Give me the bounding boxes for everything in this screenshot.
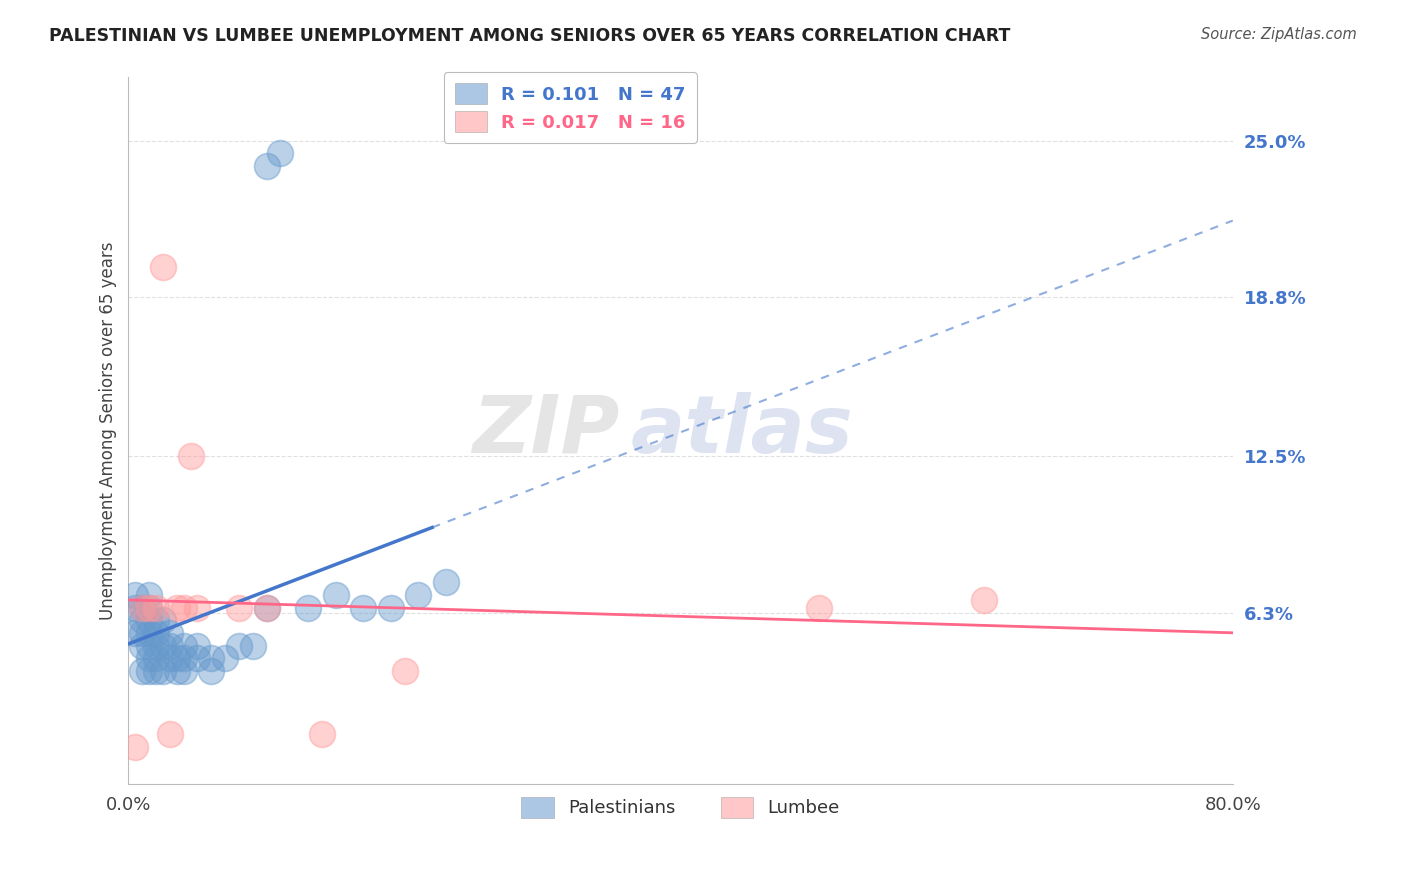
- Text: PALESTINIAN VS LUMBEE UNEMPLOYMENT AMONG SENIORS OVER 65 YEARS CORRELATION CHART: PALESTINIAN VS LUMBEE UNEMPLOYMENT AMONG…: [49, 27, 1011, 45]
- Point: [180, 449, 202, 463]
- Point: [145, 639, 167, 653]
- Point: [200, 664, 222, 678]
- Point: [138, 651, 160, 665]
- Point: [166, 600, 188, 615]
- Point: [352, 600, 374, 615]
- Point: [145, 600, 167, 615]
- Point: [325, 588, 347, 602]
- Point: [152, 260, 174, 274]
- Point: [166, 651, 188, 665]
- Point: [228, 600, 250, 615]
- Point: [973, 593, 995, 607]
- Y-axis label: Unemployment Among Seniors over 65 years: Unemployment Among Seniors over 65 years: [100, 242, 117, 620]
- Text: ZIP: ZIP: [472, 392, 620, 470]
- Point: [124, 626, 146, 640]
- Point: [138, 626, 160, 640]
- Point: [124, 739, 146, 754]
- Point: [311, 727, 333, 741]
- Point: [131, 600, 153, 615]
- Point: [173, 600, 195, 615]
- Point: [145, 626, 167, 640]
- Point: [138, 600, 160, 615]
- Point: [434, 575, 457, 590]
- Point: [138, 639, 160, 653]
- Point: [186, 639, 208, 653]
- Point: [124, 600, 146, 615]
- Point: [807, 600, 830, 615]
- Point: [256, 600, 278, 615]
- Legend: Palestinians, Lumbee: Palestinians, Lumbee: [515, 789, 848, 825]
- Point: [297, 600, 319, 615]
- Point: [159, 639, 181, 653]
- Point: [173, 651, 195, 665]
- Point: [124, 588, 146, 602]
- Point: [242, 639, 264, 653]
- Point: [173, 639, 195, 653]
- Point: [380, 600, 402, 615]
- Point: [173, 664, 195, 678]
- Point: [145, 613, 167, 627]
- Point: [138, 600, 160, 615]
- Point: [131, 639, 153, 653]
- Point: [159, 626, 181, 640]
- Point: [256, 600, 278, 615]
- Point: [408, 588, 430, 602]
- Point: [145, 651, 167, 665]
- Point: [159, 727, 181, 741]
- Point: [186, 600, 208, 615]
- Point: [159, 651, 181, 665]
- Point: [228, 639, 250, 653]
- Point: [214, 651, 236, 665]
- Point: [138, 664, 160, 678]
- Point: [131, 613, 153, 627]
- Point: [152, 613, 174, 627]
- Point: [186, 651, 208, 665]
- Point: [152, 639, 174, 653]
- Point: [131, 626, 153, 640]
- Text: Source: ZipAtlas.com: Source: ZipAtlas.com: [1201, 27, 1357, 42]
- Point: [166, 664, 188, 678]
- Text: atlas: atlas: [631, 392, 853, 470]
- Point: [138, 588, 160, 602]
- Point: [200, 651, 222, 665]
- Point: [131, 600, 153, 615]
- Point: [131, 664, 153, 678]
- Point: [152, 664, 174, 678]
- Point: [394, 664, 416, 678]
- Point: [256, 159, 278, 173]
- Point: [145, 664, 167, 678]
- Point: [138, 613, 160, 627]
- Point: [269, 146, 291, 161]
